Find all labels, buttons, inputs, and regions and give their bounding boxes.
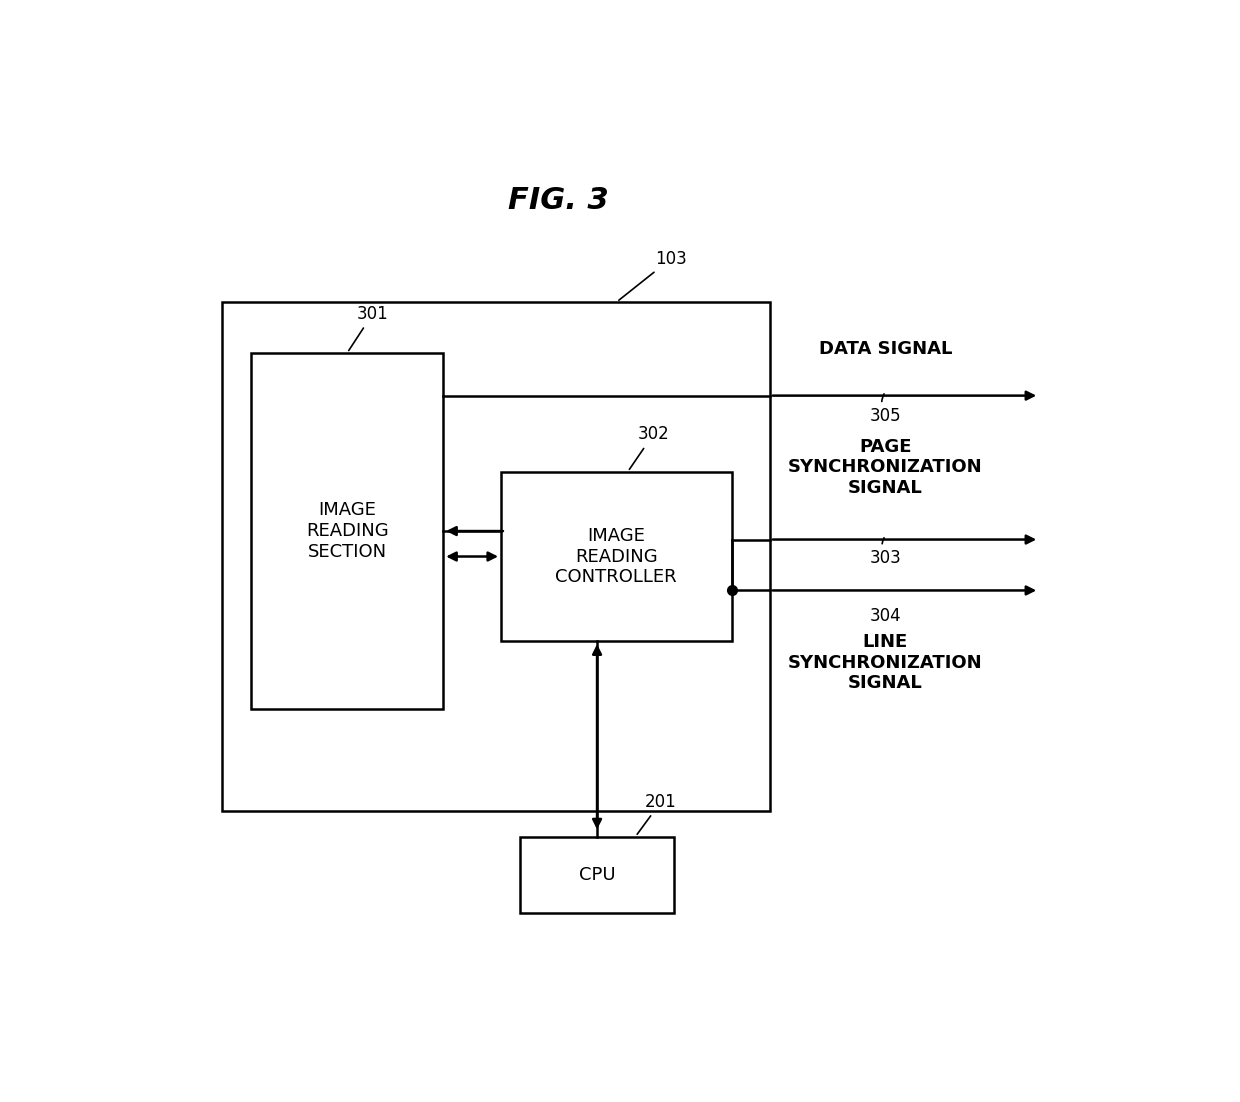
Text: 304: 304 — [869, 607, 901, 625]
Text: 103: 103 — [619, 250, 687, 300]
Text: IMAGE
READING
CONTROLLER: IMAGE READING CONTROLLER — [556, 527, 677, 586]
Bar — [250, 353, 444, 710]
Text: 301: 301 — [348, 305, 388, 350]
Bar — [521, 836, 675, 912]
Text: 201: 201 — [637, 792, 677, 834]
Text: 302: 302 — [630, 425, 670, 469]
Bar — [501, 472, 732, 641]
Text: 303: 303 — [869, 538, 901, 568]
Text: FIG. 3: FIG. 3 — [508, 185, 609, 215]
Text: CPU: CPU — [579, 866, 615, 884]
Text: 305: 305 — [869, 393, 901, 425]
Bar — [222, 302, 770, 811]
Text: PAGE
SYNCHRONIZATION
SIGNAL: PAGE SYNCHRONIZATION SIGNAL — [789, 437, 982, 497]
Text: LINE
SYNCHRONIZATION
SIGNAL: LINE SYNCHRONIZATION SIGNAL — [789, 633, 982, 692]
Text: IMAGE
READING
SECTION: IMAGE READING SECTION — [306, 501, 388, 561]
Text: DATA SIGNAL: DATA SIGNAL — [818, 339, 952, 358]
